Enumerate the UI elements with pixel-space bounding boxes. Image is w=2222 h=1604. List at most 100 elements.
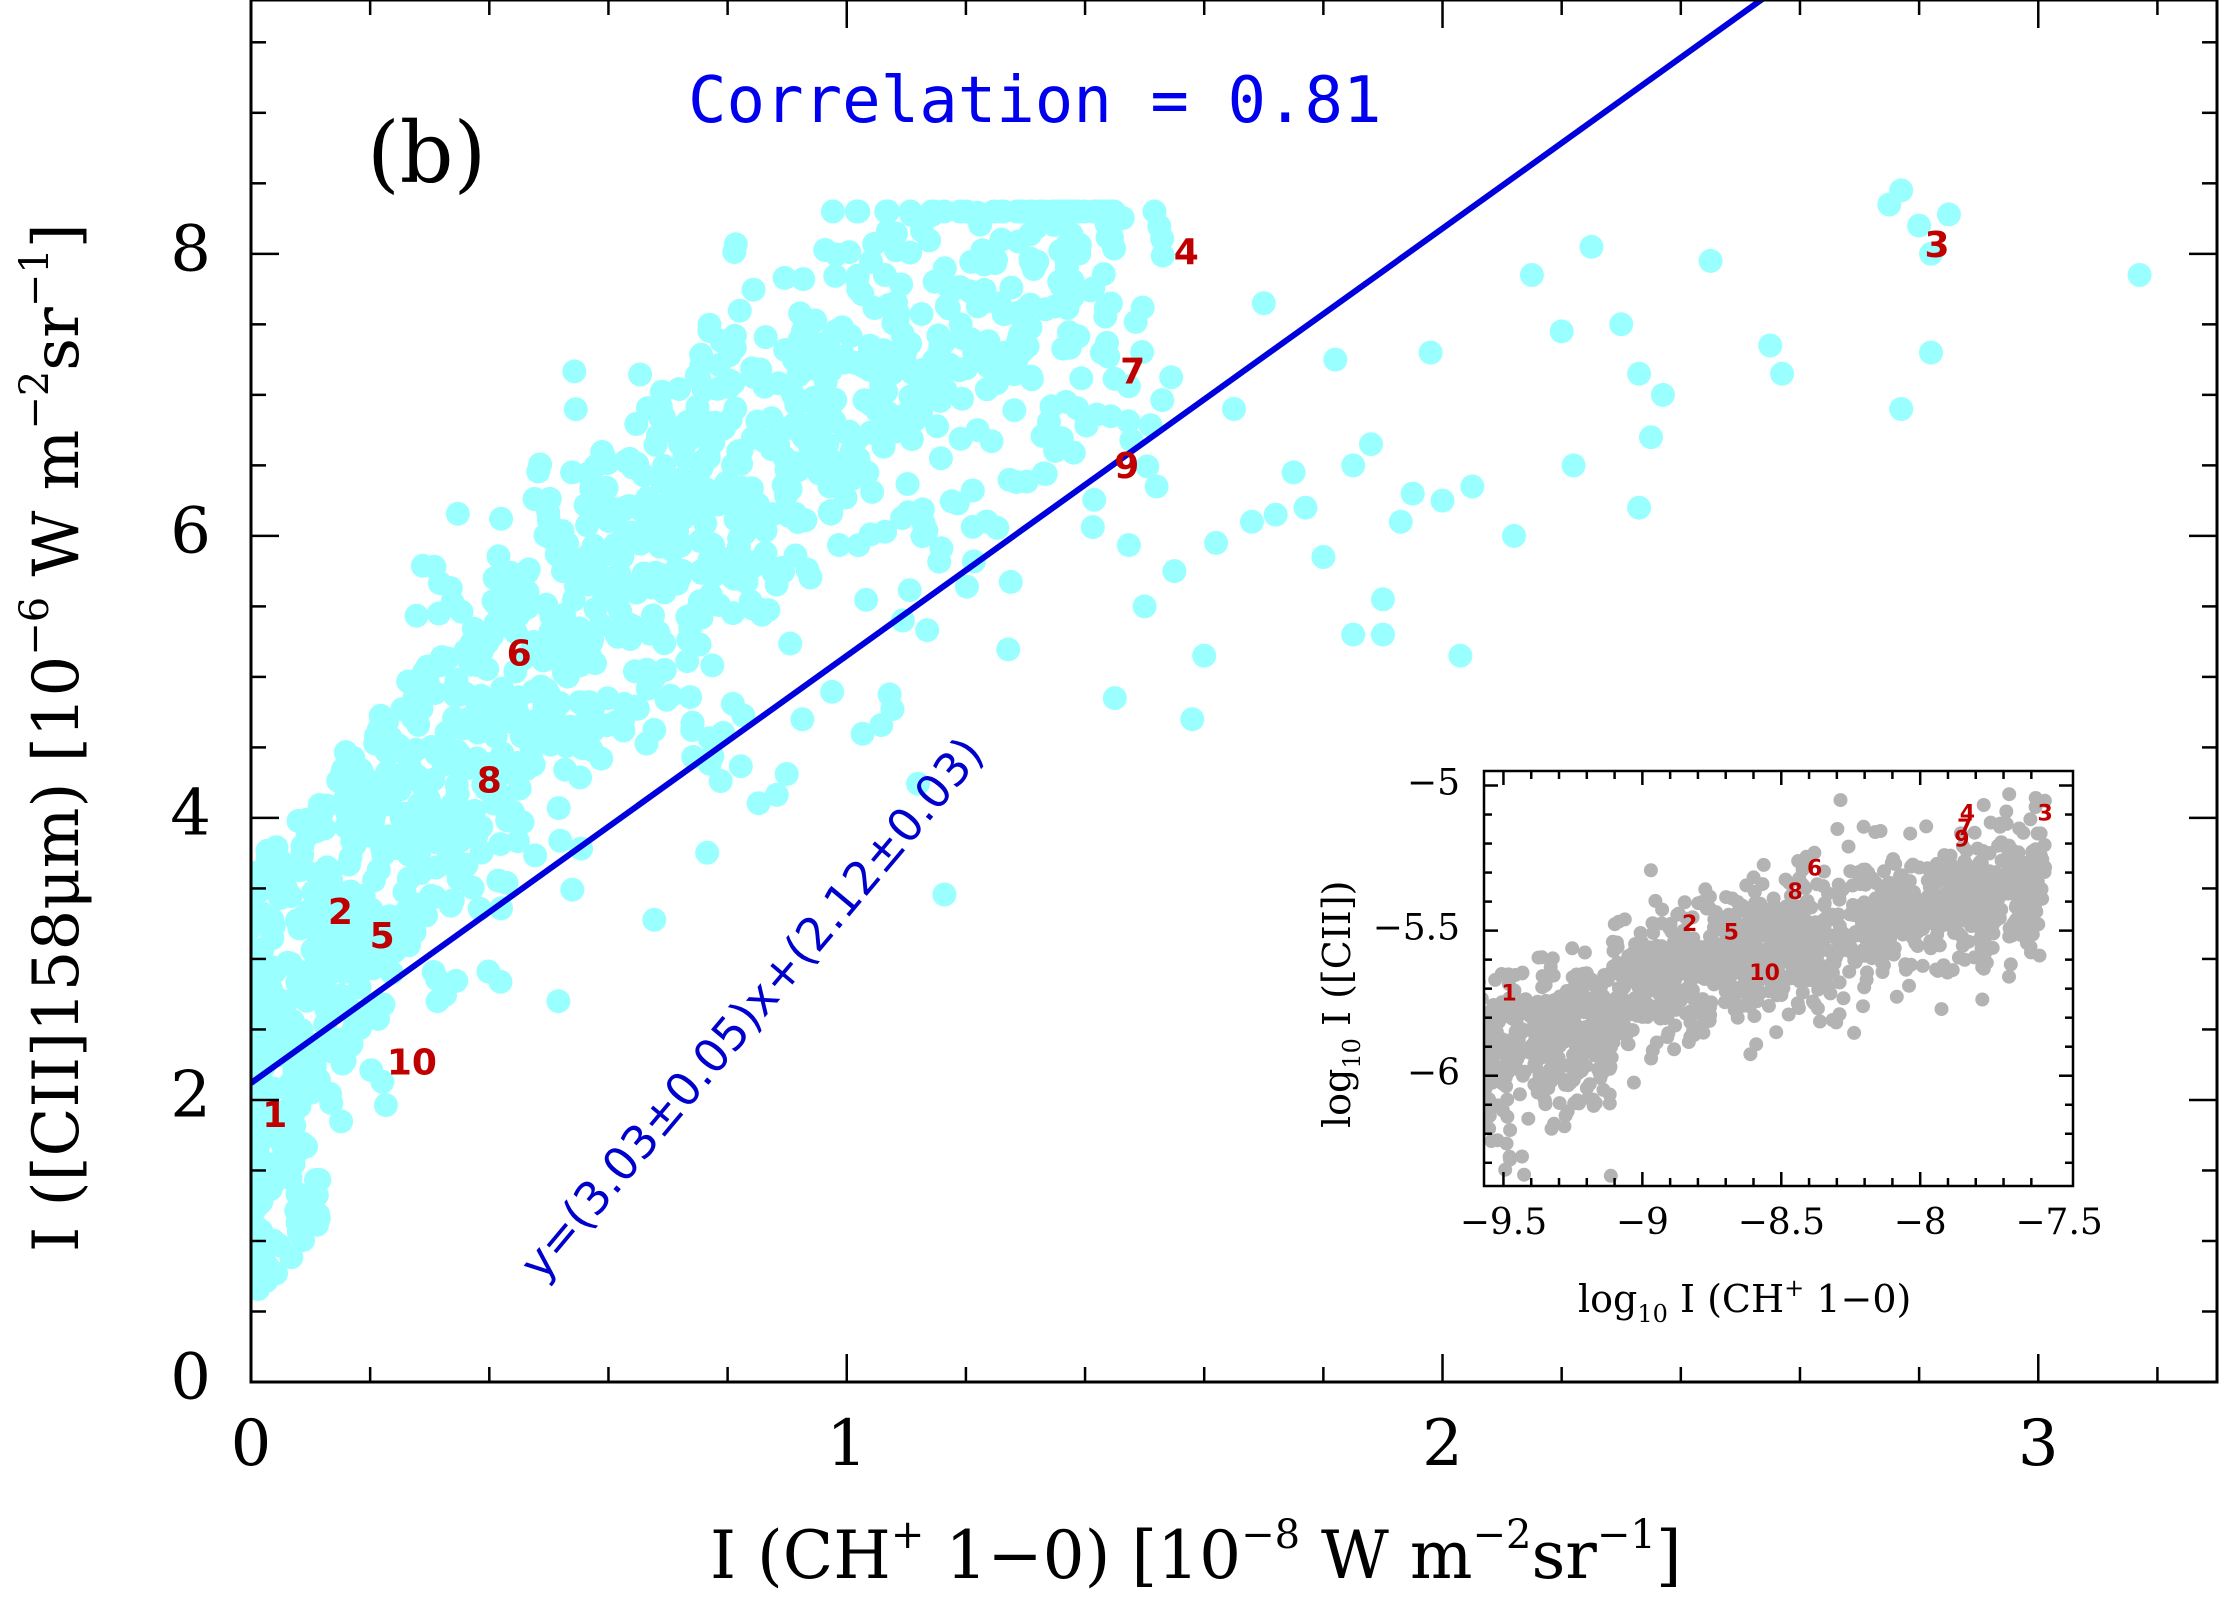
data-point — [404, 603, 429, 628]
data-point — [1098, 291, 1123, 316]
inset-data-point — [1625, 1023, 1640, 1038]
data-point — [1579, 234, 1604, 259]
inset-data-point — [1783, 888, 1798, 903]
data-point — [251, 1277, 271, 1301]
data-point — [1150, 226, 1175, 251]
data-point — [532, 694, 557, 719]
inset-data-point — [1967, 825, 1982, 840]
data-point — [737, 506, 762, 531]
inset-data-point — [1645, 975, 1660, 990]
inset-data-point — [1610, 940, 1625, 954]
data-point — [1025, 249, 1050, 274]
inset-data-point — [1743, 1047, 1758, 1062]
inset-data-point — [1626, 1075, 1641, 1090]
data-point — [897, 578, 922, 603]
inset-data-point — [1881, 931, 1896, 946]
data-point — [1130, 295, 1155, 320]
inset-data-point — [1845, 943, 1860, 958]
inset-data-point — [1501, 967, 1516, 982]
data-point — [678, 685, 703, 710]
data-point — [1770, 361, 1795, 386]
inset-data-point — [1986, 906, 2001, 921]
inset-data-point — [1817, 864, 1831, 879]
inset-data-point — [1868, 891, 1883, 906]
data-point — [462, 798, 487, 823]
data-point — [507, 755, 532, 780]
data-point — [422, 885, 447, 910]
data-point — [753, 325, 778, 350]
data-point — [497, 599, 522, 624]
inset-data-point — [1523, 1008, 1537, 1023]
inset-data-point — [1646, 925, 1661, 940]
data-point — [474, 621, 498, 646]
data-point — [489, 506, 514, 531]
data-point — [635, 676, 660, 701]
inset-data-point — [1886, 852, 1901, 867]
data-point — [548, 828, 573, 853]
data-point — [781, 382, 806, 407]
data-point — [440, 888, 465, 913]
inset-data-point — [1514, 1026, 1529, 1041]
data-point — [573, 710, 598, 734]
inset-data-point — [1636, 1003, 1650, 1018]
data-point — [635, 486, 660, 511]
inset-data-point — [1964, 887, 1979, 902]
data-point — [304, 920, 329, 945]
data-point — [628, 362, 653, 387]
data-point — [1311, 545, 1336, 569]
data-point — [948, 312, 973, 337]
data-point — [314, 866, 339, 891]
data-point — [251, 1132, 271, 1157]
data-point — [1430, 488, 1455, 513]
fit-line — [251, 0, 1767, 1086]
inset-data-point — [1695, 940, 1710, 955]
inset-data-point — [1929, 890, 1944, 905]
inset-x-tick-labels: −9.5 −9 −8.5 −8 −7.5 — [1460, 1202, 2103, 1243]
data-point — [1889, 178, 1914, 203]
data-point — [595, 686, 620, 711]
inset-data-point — [2016, 875, 2031, 889]
inset-data-point — [1579, 966, 1594, 981]
inset-data-point — [1889, 989, 1904, 1004]
data-point — [803, 308, 828, 333]
inset-data-point — [1823, 986, 1838, 1001]
inset-x-tick-label: −7.5 — [2015, 1202, 2102, 1243]
inset-data-point — [1690, 992, 1705, 1007]
inset-data-point — [1959, 914, 1974, 929]
main-points — [251, 178, 2152, 1301]
data-point — [1050, 293, 1075, 317]
inset-data-point — [1976, 878, 1991, 893]
inset-data-point — [1502, 1149, 1517, 1164]
data-point — [909, 373, 934, 398]
data-point — [1460, 474, 1485, 499]
data-point — [312, 816, 337, 841]
inset-y-tick-label: −5 — [1407, 763, 1460, 804]
data-point — [994, 301, 1019, 326]
data-point — [439, 742, 464, 766]
inset-data-point — [1527, 1023, 1542, 1038]
inset-data-point — [1691, 896, 1706, 911]
data-point — [251, 1212, 264, 1237]
data-point — [791, 267, 816, 292]
inset-data-point — [1512, 1007, 1527, 1022]
data-point — [330, 1051, 355, 1076]
data-point — [514, 561, 539, 585]
inset-data-point — [1538, 1006, 1553, 1021]
inset-data-point — [1857, 948, 1872, 963]
data-point — [991, 199, 1016, 224]
data-point — [727, 526, 752, 551]
inset-data-point — [1549, 1012, 1564, 1027]
inset-data-point — [1568, 1038, 1583, 1053]
data-point — [928, 446, 953, 471]
data-point — [998, 569, 1023, 594]
inset-data-point — [1943, 848, 1958, 863]
data-point — [695, 840, 720, 865]
data-point — [689, 342, 714, 367]
data-point — [1002, 398, 1027, 423]
data-point — [929, 536, 954, 561]
inset-data-point — [1611, 981, 1626, 996]
inset-data-point — [1729, 986, 1744, 1001]
data-point — [1936, 202, 1961, 227]
data-point — [1051, 336, 1076, 361]
inset-data-point — [1957, 952, 1972, 967]
